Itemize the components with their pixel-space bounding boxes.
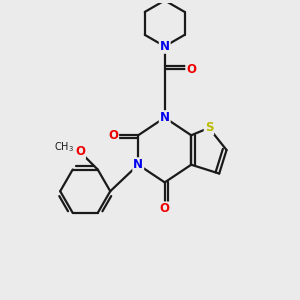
Text: N: N <box>160 40 170 53</box>
Text: N: N <box>160 111 170 124</box>
Text: S: S <box>205 122 213 134</box>
Text: O: O <box>108 129 118 142</box>
Text: O: O <box>75 146 85 158</box>
Text: CH$_3$: CH$_3$ <box>54 141 74 154</box>
Text: O: O <box>186 62 196 76</box>
Text: N: N <box>133 158 143 171</box>
Text: O: O <box>160 202 170 215</box>
